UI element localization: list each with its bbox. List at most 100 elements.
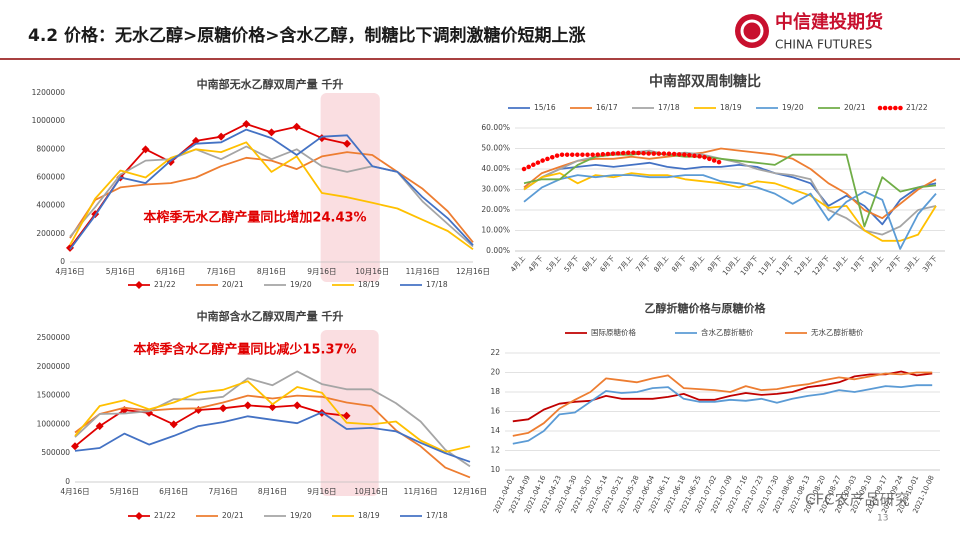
x-tick-label: 11月下 bbox=[775, 254, 796, 277]
y-tick-label: 2500000 bbox=[37, 333, 71, 342]
series-marker bbox=[95, 422, 104, 431]
legend-label: 18/19 bbox=[720, 103, 742, 112]
y-tick-label: 200000 bbox=[36, 229, 65, 238]
legend-label: 16/17 bbox=[596, 103, 618, 112]
y-tick-label: 40.00% bbox=[481, 164, 510, 173]
y-tick-label: 400000 bbox=[36, 201, 65, 210]
series-line bbox=[74, 411, 471, 463]
y-tick-label: 20 bbox=[490, 368, 500, 377]
highlight-band bbox=[320, 93, 380, 282]
x-tick-label: 5月16日 bbox=[106, 267, 135, 276]
legend-label: 17/18 bbox=[426, 280, 448, 289]
x-tick-label: 8月16日 bbox=[258, 487, 287, 496]
series-marker bbox=[243, 401, 252, 410]
annotation: 本榨季无水乙醇产量同比增加24.43% bbox=[143, 210, 366, 226]
y-tick-label: 1000000 bbox=[32, 116, 66, 125]
x-tick-label: 10月上 bbox=[720, 254, 742, 277]
series-line bbox=[512, 371, 933, 437]
legend-label: 19/20 bbox=[782, 103, 804, 112]
x-tick-label: 2月下 bbox=[885, 254, 903, 273]
y-tick-label: 22 bbox=[490, 348, 500, 357]
x-tick-label: 1月上 bbox=[831, 254, 850, 274]
series-marker bbox=[169, 420, 178, 429]
x-tick-label: 11月上 bbox=[756, 254, 778, 277]
legend-marker bbox=[135, 512, 143, 520]
x-tick-label: 5月上 bbox=[544, 254, 563, 274]
chart-title: 中南部双周制糖比 bbox=[649, 73, 761, 90]
x-tick-label: 2月上 bbox=[867, 254, 886, 274]
series-marker bbox=[242, 119, 251, 128]
x-tick-label: 8月16日 bbox=[257, 267, 286, 276]
x-tick-label: 9月16日 bbox=[307, 487, 336, 496]
series-marker bbox=[141, 145, 150, 154]
x-tick-label: 11月16日 bbox=[404, 487, 438, 496]
series-line bbox=[523, 161, 937, 226]
y-tick-label: 10.00% bbox=[481, 226, 510, 235]
y-tick-label: 500000 bbox=[41, 448, 70, 457]
legend-label: 18/19 bbox=[358, 511, 380, 520]
legend-label: 19/20 bbox=[290, 511, 312, 520]
x-tick-label: 11月16日 bbox=[406, 267, 440, 276]
y-tick-label: 600000 bbox=[36, 173, 65, 182]
series-line bbox=[512, 384, 933, 445]
x-tick-label: 5月16日 bbox=[110, 487, 139, 496]
y-tick-label: 2000000 bbox=[37, 362, 71, 371]
legend-label: 21/22 bbox=[906, 103, 928, 112]
x-tick-label: 4月16日 bbox=[60, 487, 89, 496]
y-tick-label: 12 bbox=[490, 446, 500, 455]
legend-label: 17/18 bbox=[658, 103, 680, 112]
legend-label: 国际原糖价格 bbox=[591, 327, 636, 337]
x-tick-label: 6月16日 bbox=[156, 267, 185, 276]
series-marker bbox=[267, 128, 276, 137]
y-tick-label: 50.00% bbox=[481, 144, 510, 153]
x-tick-label: 10月下 bbox=[739, 254, 760, 277]
x-tick-label: 12月下 bbox=[811, 254, 832, 277]
page-number: 13 bbox=[877, 514, 888, 524]
series-marker bbox=[268, 403, 277, 412]
legend-label: 21/22 bbox=[154, 280, 176, 289]
y-tick-label: 60.00% bbox=[481, 123, 510, 132]
y-tick-label: 1200000 bbox=[32, 88, 66, 97]
logo-name: 中信建投期货 bbox=[775, 11, 883, 33]
series-line bbox=[523, 149, 937, 236]
logo-mark bbox=[735, 14, 769, 48]
series-marker bbox=[293, 401, 302, 410]
legend-label: 17/18 bbox=[426, 511, 448, 520]
y-tick-label: 0 bbox=[65, 477, 70, 486]
series-marker bbox=[219, 404, 228, 413]
x-tick-label: 9月16日 bbox=[307, 267, 336, 276]
annotation: 本榨季含水乙醇产量同比减少15.37% bbox=[133, 342, 356, 358]
x-tick-label: 7月16日 bbox=[208, 487, 237, 496]
y-tick-label: 800000 bbox=[36, 144, 65, 153]
series-marker bbox=[343, 139, 352, 148]
series-line bbox=[523, 147, 937, 220]
x-tick-label: 4月下 bbox=[527, 254, 545, 273]
legend-label: 含水乙醇折糖价 bbox=[701, 327, 754, 337]
chart-title: 乙醇折糖价格与原糖价格 bbox=[645, 301, 767, 315]
series-line bbox=[512, 370, 933, 423]
legend-label: 20/21 bbox=[222, 280, 244, 289]
y-tick-label: 16 bbox=[490, 407, 500, 416]
x-tick-label: 6月下 bbox=[599, 254, 617, 273]
series-line bbox=[69, 151, 474, 243]
x-tick-label: 4月16日 bbox=[55, 267, 84, 276]
y-tick-label: 1000000 bbox=[37, 419, 71, 428]
x-tick-label: 9月上 bbox=[687, 254, 706, 274]
series-line bbox=[74, 404, 347, 447]
x-tick-label: 10月16日 bbox=[355, 267, 389, 276]
series-line bbox=[74, 380, 471, 453]
legend-label: 无水乙醇折糖价 bbox=[811, 327, 864, 337]
legend-label: 18/19 bbox=[358, 280, 380, 289]
legend-label: 15/16 bbox=[534, 103, 556, 112]
slide-title: 4.2 价格：无水乙醇>原糖价格>含水乙醇，制糖比下调刺激糖价短期上涨 bbox=[28, 25, 586, 46]
series-line bbox=[74, 370, 471, 468]
series-line bbox=[521, 150, 724, 172]
x-tick-label: 10月16日 bbox=[354, 487, 388, 496]
y-tick-label: 30.00% bbox=[481, 185, 510, 194]
x-tick-label: 3月上 bbox=[902, 254, 921, 274]
legend-marker bbox=[135, 281, 143, 289]
logo-english: CHINA FUTURES bbox=[775, 38, 872, 52]
chart-title: 中南部无水乙醇双周产量 千升 bbox=[197, 77, 344, 91]
